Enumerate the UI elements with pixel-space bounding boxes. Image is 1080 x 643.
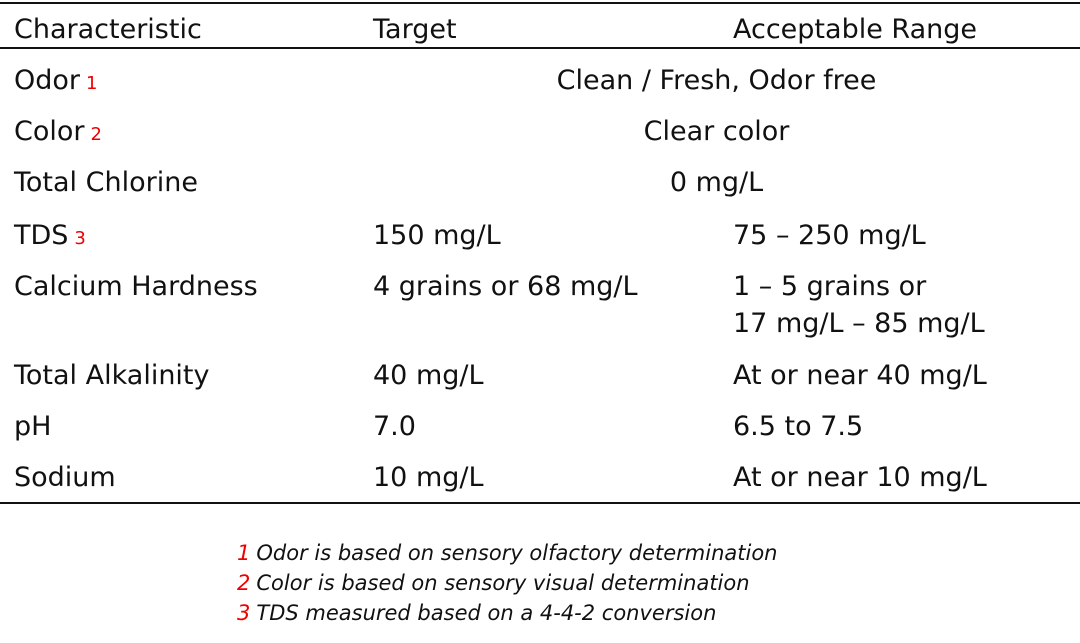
footnote-text: Color is based on sensory visual determi…	[256, 571, 750, 595]
footnote-mark: 2	[237, 571, 251, 595]
header-cell: Target	[373, 14, 457, 45]
footnote: 1 Odor is based on sensory olfactory dete…	[237, 541, 777, 565]
acceptable-range: 17 mg/L – 85 mg/L	[733, 308, 985, 339]
acceptable-range: 75 – 250 mg/L	[733, 220, 926, 251]
target: 4 grains or 68 mg/L	[373, 271, 638, 302]
header-cell: Acceptable Range	[733, 14, 977, 45]
spanning-value: Clean / Fresh, Odor free	[556, 65, 877, 96]
characteristic: Total Chlorine	[14, 167, 198, 198]
row-name: Sodium	[14, 461, 116, 495]
characteristic: Sodium	[14, 462, 116, 493]
acceptable-range: 6.5 to 7.5	[733, 411, 864, 442]
target: 7.0	[373, 411, 416, 442]
footnote-text: Odor is based on sensory olfactory deter…	[256, 541, 778, 565]
row-name: Calcium Hardness	[14, 270, 258, 304]
target: 40 mg/L	[373, 360, 484, 391]
spanning-value: Clear color	[643, 116, 790, 147]
target: 10 mg/L	[373, 462, 484, 493]
bottom-rule	[0, 502, 1080, 504]
row-name: Odor 1	[14, 64, 97, 101]
spanning-value: 0 mg/L	[669, 167, 764, 198]
footnote-mark: 1	[237, 541, 251, 565]
acceptable-range: 1 – 5 grains or	[733, 271, 927, 302]
characteristic: TDS	[14, 220, 69, 251]
footnote: 3 TDS measured based on a 4-4-2 conversio…	[237, 601, 716, 625]
header-rule	[0, 47, 1080, 49]
footnote-ref: 1	[86, 73, 98, 94]
footnote-ref: 2	[90, 124, 102, 145]
footnote-text: TDS measured based on a 4-4-2 conversion	[256, 601, 717, 625]
footnote: 2 Color is based on sensory visual determ…	[237, 571, 750, 595]
acceptable-range: At or near 10 mg/L	[733, 462, 987, 493]
row-name: Total Alkalinity	[14, 359, 210, 393]
target: 150 mg/L	[373, 220, 501, 251]
characteristic: Odor	[14, 65, 81, 96]
characteristic: Color	[14, 116, 85, 147]
footnote-mark: 3	[237, 601, 251, 625]
characteristic: Calcium Hardness	[14, 271, 258, 302]
header-cell: Characteristic	[14, 14, 202, 45]
row-name: TDS 3	[14, 219, 86, 256]
top-rule	[0, 2, 1080, 4]
characteristic: pH	[14, 411, 52, 442]
row-name: pH	[14, 410, 51, 444]
row-name: Color 2	[14, 115, 102, 152]
footnote-ref: 3	[74, 228, 86, 249]
acceptable-range: At or near 40 mg/L	[733, 360, 987, 391]
characteristic: Total Alkalinity	[14, 360, 210, 391]
row-name: Total Chlorine	[14, 166, 198, 200]
